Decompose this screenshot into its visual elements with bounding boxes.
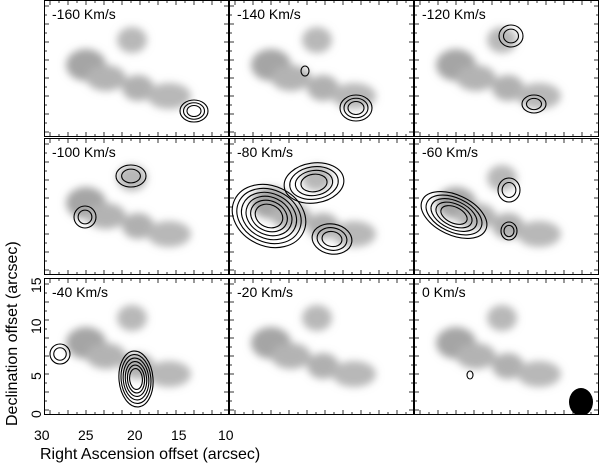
contour-line — [122, 357, 150, 401]
contour-line — [339, 94, 373, 122]
contour-line — [521, 94, 547, 114]
contour-line — [49, 343, 71, 365]
contour-line — [77, 209, 93, 225]
contour-line — [425, 194, 483, 236]
contour-line — [420, 191, 488, 239]
x-tick-label: 20 — [127, 427, 143, 443]
velocity-label: -120 Km/s — [422, 6, 486, 22]
velocity-label: -60 Km/s — [422, 144, 478, 160]
channel-panel: -100 Km/s — [44, 138, 229, 275]
contour-line — [231, 183, 307, 249]
channel-panel: -40 Km/s — [44, 278, 229, 415]
contour-line — [240, 191, 298, 241]
channel-panel: -60 Km/s — [414, 138, 599, 275]
channel-panel: 0 Km/s — [414, 278, 599, 415]
channel-panel: -80 Km/s — [229, 138, 414, 275]
contour-line — [440, 205, 468, 225]
contour-line — [73, 205, 97, 229]
contour-line — [115, 164, 147, 188]
contour-line — [311, 223, 353, 255]
x-tick-label: 25 — [78, 427, 94, 443]
contour-line — [316, 227, 348, 251]
contour-line — [503, 224, 515, 238]
channel-panel: -160 Km/s — [44, 0, 229, 137]
velocity-label: -80 Km/s — [237, 144, 293, 160]
velocity-label: 0 Km/s — [422, 284, 466, 300]
contour-line — [236, 187, 302, 245]
channel-panel: -140 Km/s — [229, 0, 414, 137]
contour-line — [501, 181, 517, 199]
contour-line — [435, 201, 473, 229]
panel-frame — [229, 0, 414, 137]
contour-line — [120, 354, 152, 404]
x-axis-title: Right Ascension offset (arcsec) — [40, 446, 260, 463]
beam-ellipse — [569, 388, 593, 415]
panel-frame — [44, 0, 229, 137]
y-tick-labels: 0 5 10 15 — [28, 277, 44, 418]
contour-line — [254, 203, 284, 229]
contour-line — [182, 102, 206, 120]
contour-line — [525, 97, 543, 111]
panel-frame — [44, 138, 229, 275]
contour-line — [497, 177, 521, 203]
y-tick-label: 5 — [28, 372, 44, 380]
velocity-label: -100 Km/s — [52, 144, 116, 160]
channel-panel: -120 Km/s — [414, 0, 599, 137]
contour-line — [466, 370, 474, 380]
channel-panel: -20 Km/s — [229, 278, 414, 415]
contour-line — [498, 24, 524, 48]
contour-line — [430, 198, 478, 232]
x-tick-label: 10 — [218, 427, 234, 443]
y-tick-label: 0 — [28, 410, 44, 418]
contour-line — [343, 97, 369, 119]
velocity-label: -160 Km/s — [52, 6, 116, 22]
contour-line — [347, 100, 365, 116]
contour-line — [294, 169, 334, 197]
contour-line — [53, 347, 67, 361]
x-tick-label: 30 — [34, 427, 50, 443]
contour-line — [129, 367, 143, 391]
panel-frame — [229, 138, 414, 275]
contour-line — [124, 360, 148, 398]
x-tick-labels: 30 25 20 15 10 — [34, 427, 234, 443]
contour-line — [300, 65, 310, 77]
contour-line — [283, 162, 345, 204]
contour-line — [300, 173, 328, 193]
contour-line — [126, 364, 146, 394]
velocity-label: -40 Km/s — [52, 284, 108, 300]
velocity-label: -20 Km/s — [237, 284, 293, 300]
contour-line — [121, 168, 141, 184]
contour-line — [186, 104, 202, 118]
y-tick-label: 10 — [28, 318, 44, 334]
contour-line — [289, 166, 339, 200]
velocity-label: -140 Km/s — [237, 6, 301, 22]
y-tick-label: 15 — [28, 277, 44, 293]
contour-line — [250, 199, 288, 233]
y-axis-title: Declination offset (arcsec) — [4, 241, 21, 426]
contour-line — [321, 230, 343, 248]
panel-frame — [44, 278, 229, 415]
contour-line — [500, 221, 518, 241]
contour-line — [245, 195, 293, 237]
panel-frame — [229, 278, 414, 415]
contour-line — [179, 99, 209, 123]
contour-line — [502, 28, 520, 44]
contour-line — [118, 350, 154, 408]
x-tick-label: 15 — [171, 427, 187, 443]
